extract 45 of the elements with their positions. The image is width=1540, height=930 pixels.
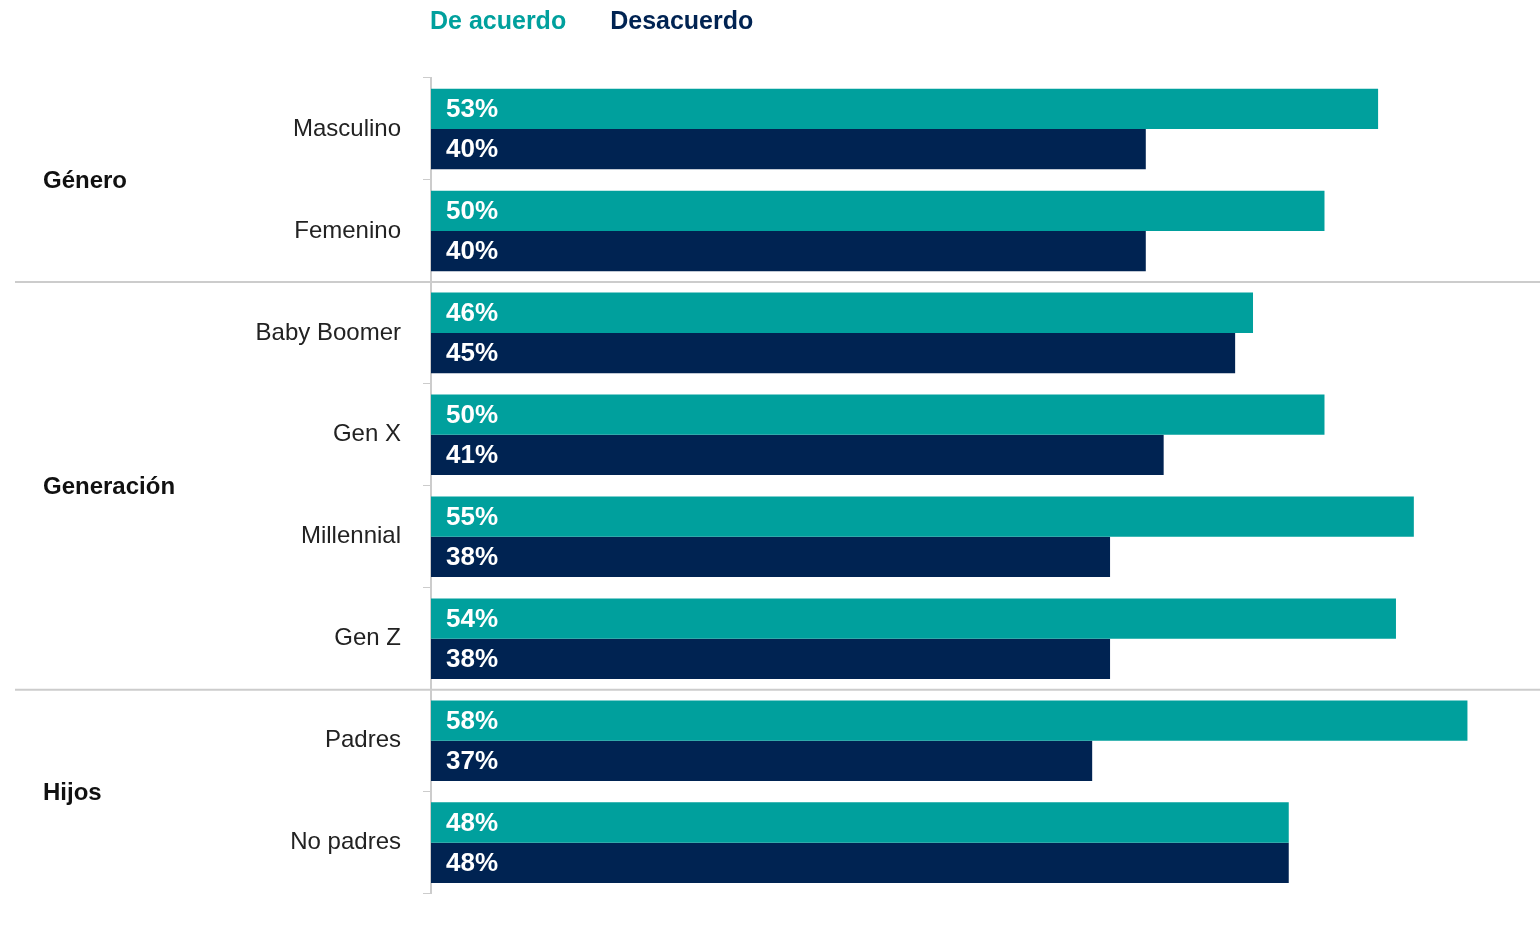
y-tick-label: Baby Boomer: [255, 317, 402, 345]
data-label: 37%: [446, 744, 499, 775]
data-label: 46%: [446, 296, 499, 327]
bar: [431, 638, 1111, 679]
bar: [431, 700, 1468, 741]
text: Género: [43, 165, 128, 194]
data-label: 55%: [446, 500, 499, 531]
text: Generación: [43, 471, 176, 500]
y-tick-label: No padres: [290, 827, 401, 855]
data-label: 48%: [446, 806, 499, 837]
text: Hijos: [43, 777, 102, 806]
bar: [431, 434, 1164, 476]
y-tick-label: Femenino: [294, 215, 401, 243]
bar: [431, 190, 1325, 231]
bar: [431, 496, 1414, 537]
data-label: 53%: [446, 93, 499, 124]
y-tick-label: Millennial: [300, 521, 401, 549]
y-tick-label: Gen Z: [334, 623, 401, 651]
y-tick-label: Gen X: [332, 419, 401, 447]
data-label: 41%: [446, 439, 499, 470]
data-label: 38%: [446, 541, 499, 572]
text: Desacuerdo: [610, 6, 754, 35]
data-label: 58%: [446, 704, 499, 735]
data-label: 45%: [446, 337, 499, 368]
y-tick-label: Masculino: [292, 113, 401, 141]
bar: [431, 128, 1146, 170]
bar: [431, 802, 1289, 843]
bar: [431, 842, 1289, 883]
data-label: 48%: [446, 846, 499, 877]
data-label: 50%: [446, 194, 499, 225]
y-tick-label: Padres: [324, 725, 401, 753]
data-label: 54%: [446, 602, 499, 633]
bar: [431, 536, 1111, 578]
data-label: 40%: [446, 235, 499, 266]
bar: [431, 740, 1093, 781]
data-label: 50%: [446, 398, 499, 429]
bar: [431, 230, 1146, 272]
bar: [431, 88, 1379, 129]
bar: [431, 394, 1325, 435]
data-label: 38%: [446, 643, 499, 674]
bar: [431, 598, 1396, 639]
bar: [431, 292, 1254, 333]
data-label: 40%: [446, 133, 499, 164]
bar: [431, 332, 1236, 374]
text: De acuerdo: [430, 6, 567, 35]
